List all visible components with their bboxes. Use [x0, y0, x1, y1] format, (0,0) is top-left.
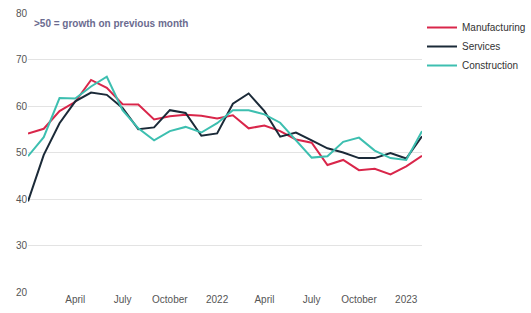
svg-text:60: 60 — [16, 101, 28, 112]
svg-text:Manufacturing: Manufacturing — [462, 22, 525, 33]
svg-text:>50 = growth on previous month: >50 = growth on previous month — [34, 18, 188, 29]
svg-text:Services: Services — [462, 41, 500, 52]
svg-text:July: July — [114, 294, 132, 305]
svg-text:20: 20 — [16, 287, 28, 298]
svg-text:40: 40 — [16, 194, 28, 205]
svg-text:50: 50 — [16, 147, 28, 158]
svg-text:30: 30 — [16, 240, 28, 251]
svg-text:2023: 2023 — [395, 294, 418, 305]
svg-text:October: October — [152, 294, 188, 305]
svg-text:April: April — [254, 294, 274, 305]
svg-text:80: 80 — [16, 8, 28, 19]
svg-text:70: 70 — [16, 54, 28, 65]
svg-text:2022: 2022 — [206, 294, 229, 305]
svg-text:October: October — [341, 294, 377, 305]
svg-text:April: April — [65, 294, 85, 305]
svg-text:July: July — [303, 294, 321, 305]
svg-text:Construction: Construction — [462, 60, 518, 71]
